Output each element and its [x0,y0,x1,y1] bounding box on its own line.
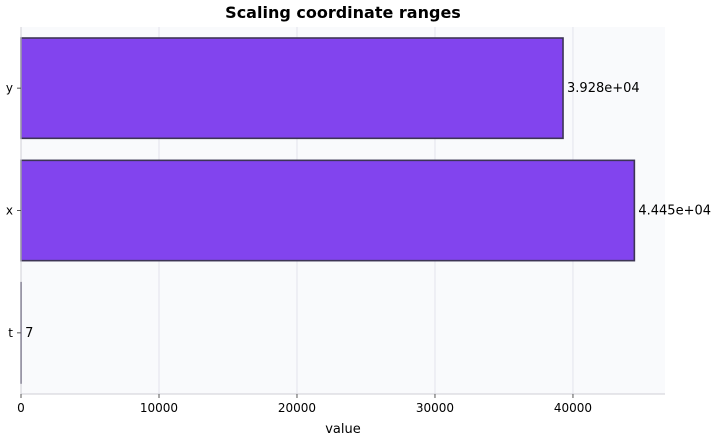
bar-y [20,37,564,140]
y-tick-label: t [8,326,13,340]
y-tick-label: y [6,81,13,95]
chart-title: Scaling coordinate ranges [225,3,461,22]
data-labels: 7 4.445e+04 3.928e+04 [25,81,711,341]
data-label-y: 3.928e+04 [567,81,640,96]
ticks: 0 10000 20000 30000 40000 t x y [6,81,592,415]
data-label-x: 4.445e+04 [638,204,711,219]
x-tick-label: 30000 [416,401,454,415]
x-tick-label: 10000 [140,401,178,415]
x-tick-label: 0 [17,401,25,415]
x-tick-label: 20000 [278,401,316,415]
x-axis-label: value [325,422,361,437]
x-tick-label: 40000 [554,401,592,415]
data-label-t: 7 [25,326,33,341]
bars [20,37,636,384]
bar-x [20,159,636,262]
y-tick-label: x [6,204,13,218]
